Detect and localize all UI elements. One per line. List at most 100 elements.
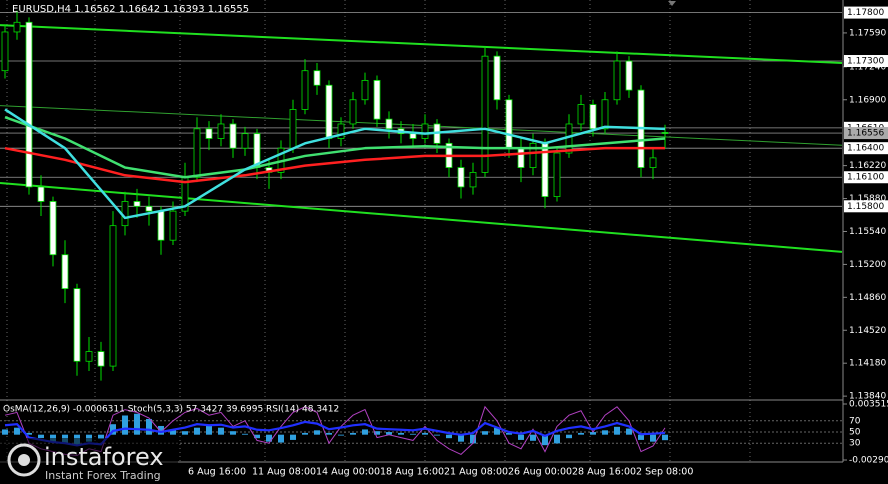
y-tick-label: 1.15540 (849, 227, 886, 237)
osma-bar (410, 433, 416, 435)
osma-bar (530, 434, 536, 441)
osma-bar (134, 413, 140, 435)
osma-bar (578, 432, 584, 435)
osma-bar (554, 434, 560, 444)
candle-body (349, 99, 357, 125)
candle-body (97, 351, 105, 367)
chart-title: EURUSD,H4 1.16562 1.16642 1.16393 1.1655… (12, 4, 249, 15)
price-axis: 1.17590 1.17240 1.16900 1.16220 1.15880 1.155… (843, 6, 888, 402)
osma-bar (494, 427, 500, 435)
osma-bar (458, 434, 464, 442)
candle-body (457, 167, 465, 188)
y-tick-label: 1.16220 (849, 161, 886, 171)
osma-bar (38, 434, 44, 439)
candle-body (229, 123, 237, 149)
osma-bar (626, 428, 632, 435)
candle-body (493, 55, 501, 101)
candle-body (241, 133, 249, 149)
osma-bar (194, 427, 200, 435)
level-tick-label: 50 (849, 428, 861, 438)
candle-body (589, 104, 597, 130)
trendline (0, 24, 843, 64)
osma-bar (350, 432, 356, 435)
level-label: 1.15800 (847, 202, 884, 212)
candle-body (205, 128, 213, 139)
osma-bar (590, 432, 596, 435)
y-tick-label: 1.14860 (849, 293, 886, 303)
osma-bar (230, 431, 236, 435)
x-tick-label: 14 Aug 00:00 (316, 467, 380, 478)
osma-bar (482, 431, 488, 435)
candle-body (649, 157, 657, 168)
candle-body (37, 186, 45, 202)
candle-body (505, 99, 513, 149)
candle-body (157, 210, 165, 241)
osma-bar (254, 434, 260, 439)
osma-bar (398, 432, 404, 435)
osma-bar (302, 432, 308, 435)
y-tick-label: 1.14520 (849, 326, 886, 336)
y-tick-label: 1.14180 (849, 359, 886, 369)
osma-bar (518, 434, 524, 440)
logo: instaforex Instant Forex Trading (0, 438, 178, 484)
candle-body (145, 205, 153, 212)
logo-icon-core (18, 454, 30, 466)
tagline: Instant Forex Trading (45, 469, 161, 482)
candle-body (289, 109, 297, 149)
osma-bar (638, 434, 644, 440)
candle-body (409, 133, 417, 139)
osma-bar (242, 433, 248, 435)
x-tick-label: 18 Aug 16:00 (380, 467, 444, 478)
level-label: 1.16400 (847, 144, 884, 154)
osma-bar (314, 430, 320, 435)
y-tick-label: 1.17240 (849, 62, 886, 72)
osma-bar (434, 434, 440, 436)
candle-body (49, 201, 57, 256)
osma-bar (110, 424, 116, 435)
osma-bar (206, 425, 212, 435)
candle-body (469, 171, 477, 188)
y-tick-label: 1.15880 (849, 194, 886, 204)
osma-bar (374, 431, 380, 435)
osma-bar (218, 427, 224, 435)
candle-body (373, 79, 381, 120)
candle-body (109, 225, 117, 367)
osma-bar (650, 434, 656, 442)
osma-bar (470, 434, 476, 444)
candle-body (325, 84, 333, 139)
osma-bar (338, 434, 344, 436)
osma-bar (362, 429, 368, 435)
current-label: 1.16556 (847, 129, 884, 139)
x-tick-label: 26 Aug 00:00 (508, 467, 572, 478)
candle-body (217, 123, 225, 139)
candle-body (13, 21, 21, 33)
x-tick-label: 21 Aug 08:00 (444, 467, 508, 478)
osma-bar (542, 434, 548, 446)
osma-bar (422, 432, 428, 435)
candle-body (121, 201, 129, 227)
osma-bar (662, 434, 668, 441)
x-tick-label: 2 Sep 08:00 (636, 467, 693, 478)
shift-marker (668, 1, 676, 6)
oscillator-title: OsMA(12,26,9) -0.0006311 Stoch(5,3,3) 57… (3, 405, 339, 415)
candle-body (529, 142, 537, 168)
osma-bar (2, 429, 8, 435)
osma-bar (446, 434, 452, 439)
current-label-box (844, 127, 888, 140)
candle-body (25, 21, 33, 188)
candle-body (481, 55, 489, 173)
candle-body (313, 70, 321, 86)
candle-body (517, 147, 525, 168)
osma-bar (26, 432, 32, 435)
candle-body (361, 79, 369, 101)
main-plot (0, 10, 843, 381)
x-tick-label: 11 Aug 08:00 (252, 467, 316, 478)
candle-body (61, 254, 69, 290)
x-tick-label: 6 Aug 16:00 (188, 467, 246, 478)
trendline (0, 182, 843, 253)
osma-bar (566, 434, 572, 439)
